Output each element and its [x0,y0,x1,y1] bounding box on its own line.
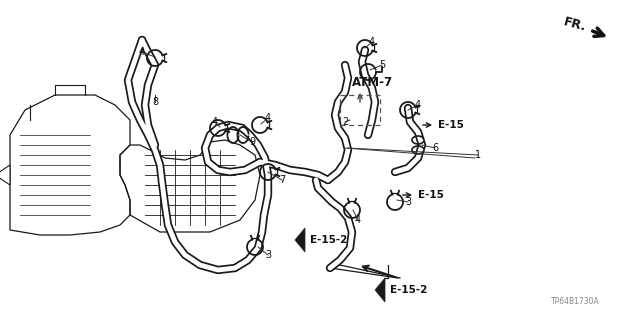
Text: TP64B1730A: TP64B1730A [550,298,600,307]
Text: 4: 4 [139,47,145,57]
Polygon shape [0,165,10,185]
Text: E-15: E-15 [438,120,464,130]
Text: E-15-2: E-15-2 [310,235,348,245]
Text: 5: 5 [379,60,385,70]
Text: 4: 4 [265,113,271,123]
Text: 2: 2 [342,117,348,127]
Text: 7: 7 [279,175,285,185]
Polygon shape [375,278,385,302]
Text: 4: 4 [355,215,361,225]
Text: 3: 3 [265,250,271,260]
Text: 6: 6 [432,143,438,153]
Text: 8: 8 [152,97,158,107]
Text: E-15-2: E-15-2 [390,285,428,295]
Text: 4: 4 [415,100,421,110]
Text: 1: 1 [475,150,481,160]
Text: FR.: FR. [562,16,588,34]
Text: 4: 4 [369,37,375,47]
Text: ATM-7: ATM-7 [352,76,393,89]
Polygon shape [295,228,305,252]
Text: 4: 4 [212,117,218,127]
Bar [340,95,380,125]
Text: 9: 9 [249,137,255,147]
Text: 3: 3 [405,197,411,207]
Text: E-15: E-15 [418,190,444,200]
